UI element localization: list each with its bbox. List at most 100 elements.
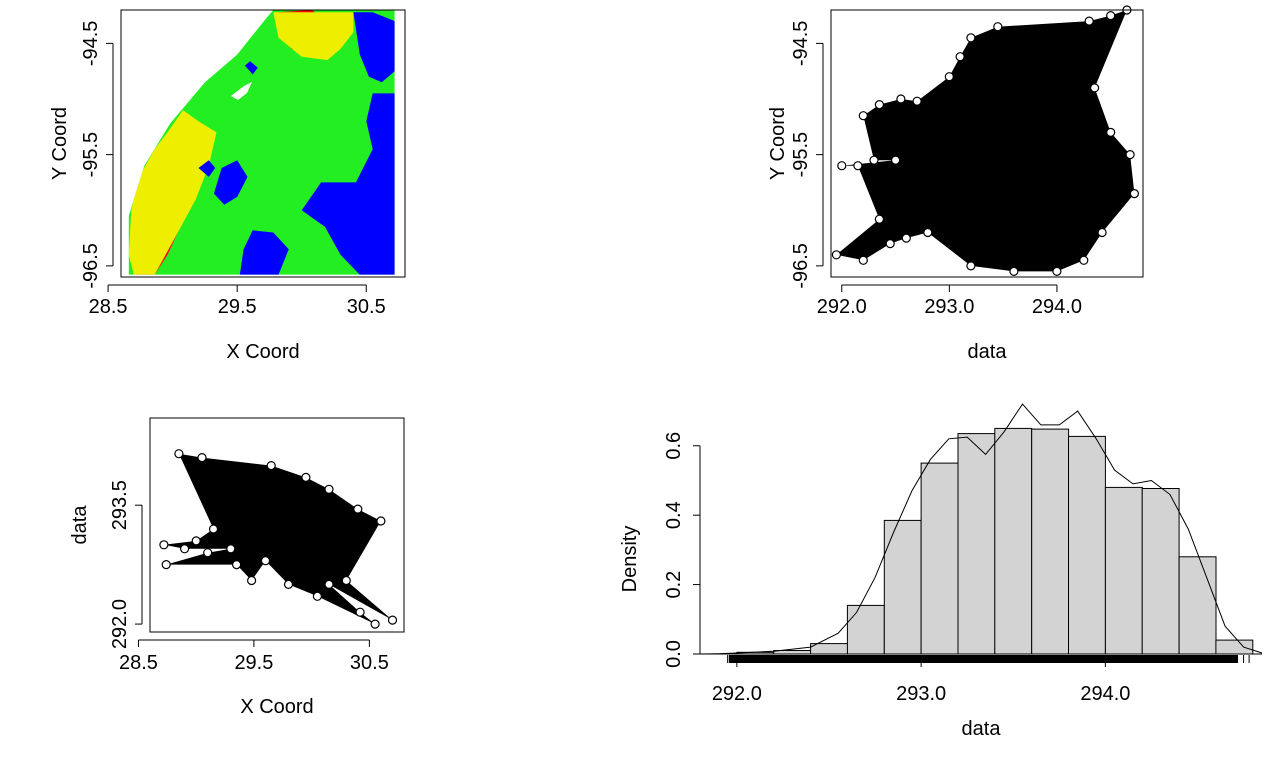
x-axis-title: data — [968, 341, 1008, 363]
y-tick-label: -95.5 — [790, 132, 812, 178]
y-tick-label: -94.5 — [80, 21, 102, 67]
heatmap-region — [128, 110, 217, 275]
data-point — [355, 607, 365, 617]
data-point — [1125, 150, 1135, 160]
x-tick-label: 293.0 — [924, 296, 974, 318]
x-tick-label: 292.0 — [712, 683, 762, 705]
histogram-bar — [1215, 639, 1254, 655]
data-point — [858, 111, 868, 121]
y-tick-label: -95.5 — [80, 132, 102, 178]
data-point — [890, 155, 901, 165]
data-point — [197, 453, 207, 463]
rug-marks — [728, 655, 1239, 663]
data-point — [853, 161, 863, 171]
data-point — [831, 250, 842, 260]
point-cloud — [836, 10, 1135, 272]
point-cloud — [163, 453, 393, 625]
y-tick-label: 292.0 — [109, 599, 131, 649]
x-axis-title: data — [962, 718, 1002, 740]
y-axis-title: Y Coord — [49, 107, 71, 180]
data-point — [324, 579, 334, 590]
heatmap-region — [273, 12, 354, 61]
data-point — [387, 615, 398, 625]
data-point — [885, 239, 895, 249]
data-point — [923, 227, 933, 238]
histogram-bar — [883, 519, 922, 655]
heatmap-region — [353, 12, 395, 83]
plot-frame — [830, 9, 1144, 278]
heatmap-region — [301, 93, 395, 275]
y-tick-label: 0.2 — [663, 571, 685, 599]
panel-top-right: 292.0 293.0 294.0 -94.5 -95.5 -96.5 data Y Coor… — [767, 5, 1144, 363]
x-tick-label: 28.5 — [89, 296, 128, 318]
x-axis-title: X Coord — [240, 696, 313, 718]
histogram-bar — [846, 604, 885, 655]
data-point — [912, 96, 922, 106]
heatmap-gap — [231, 82, 252, 100]
y-axis-title: data — [69, 505, 91, 545]
x-tick-label: 292.0 — [817, 296, 867, 318]
y-tick-label: 0.0 — [663, 640, 685, 668]
histogram-bar — [994, 427, 1033, 655]
data-point — [1052, 266, 1062, 276]
data-point — [301, 472, 311, 482]
plot-frame — [149, 417, 405, 633]
y-axis-title: Y Coord — [767, 107, 789, 180]
x-tick-label: 30.5 — [350, 652, 389, 674]
data-point — [312, 591, 322, 601]
histogram-bar — [1031, 428, 1070, 655]
data-point — [191, 536, 201, 546]
data-point — [1009, 266, 1019, 276]
panel-bottom-right: 292.0 293.0 294.0 0.0 0.2 0.4 0.6 data Density — [619, 403, 1263, 740]
x-tick-label: 30.5 — [347, 296, 386, 318]
data-point — [247, 575, 257, 586]
data-point — [966, 261, 976, 271]
data-point — [341, 575, 351, 586]
histogram-bar — [1141, 488, 1180, 655]
y-axis-title: Density — [619, 526, 641, 593]
histogram-bar — [957, 433, 996, 655]
histogram-bar — [1178, 556, 1217, 655]
data-point — [1129, 189, 1140, 199]
panel-top-left: 28.5 29.5 30.5 -94.5 -95.5 -96.5 X Coord Y Coor… — [49, 9, 406, 363]
histogram-bar — [1068, 435, 1106, 655]
data-point — [874, 99, 885, 110]
data-point — [1089, 83, 1100, 93]
data-point — [203, 548, 213, 558]
data-point — [226, 544, 236, 554]
heatmap-region — [244, 61, 258, 75]
data-point — [376, 516, 386, 526]
plot-frame — [120, 9, 406, 278]
histogram-bar — [810, 643, 848, 655]
y-tick-label: 293.5 — [109, 480, 131, 530]
data-point — [944, 72, 954, 82]
histogram-bar — [1104, 486, 1143, 655]
data-point — [283, 579, 294, 590]
data-point — [208, 524, 219, 534]
data-point — [966, 33, 976, 43]
data-point — [353, 504, 363, 514]
data-point — [858, 255, 868, 265]
data-point — [1106, 11, 1116, 21]
x-tick-label: 294.0 — [1032, 296, 1082, 318]
data-point — [1079, 255, 1089, 265]
y-tick-label: -96.5 — [80, 243, 102, 289]
data-point — [869, 155, 879, 165]
data-point — [260, 556, 271, 566]
data-point — [1106, 127, 1116, 137]
heatmap-region — [239, 230, 289, 275]
data-point — [837, 161, 847, 171]
data-point — [266, 461, 276, 471]
heatmap-region — [213, 160, 248, 205]
y-tick-label: -94.5 — [790, 21, 812, 67]
histogram-bar — [920, 462, 959, 655]
x-tick-label: 293.0 — [896, 683, 946, 705]
data-point — [232, 559, 242, 570]
x-tick-label: 29.5 — [218, 296, 257, 318]
y-tick-label: 0.6 — [663, 432, 685, 460]
data-point — [180, 544, 190, 554]
x-tick-label: 294.0 — [1080, 683, 1130, 705]
data-point — [1084, 16, 1094, 26]
data-point — [874, 214, 885, 224]
